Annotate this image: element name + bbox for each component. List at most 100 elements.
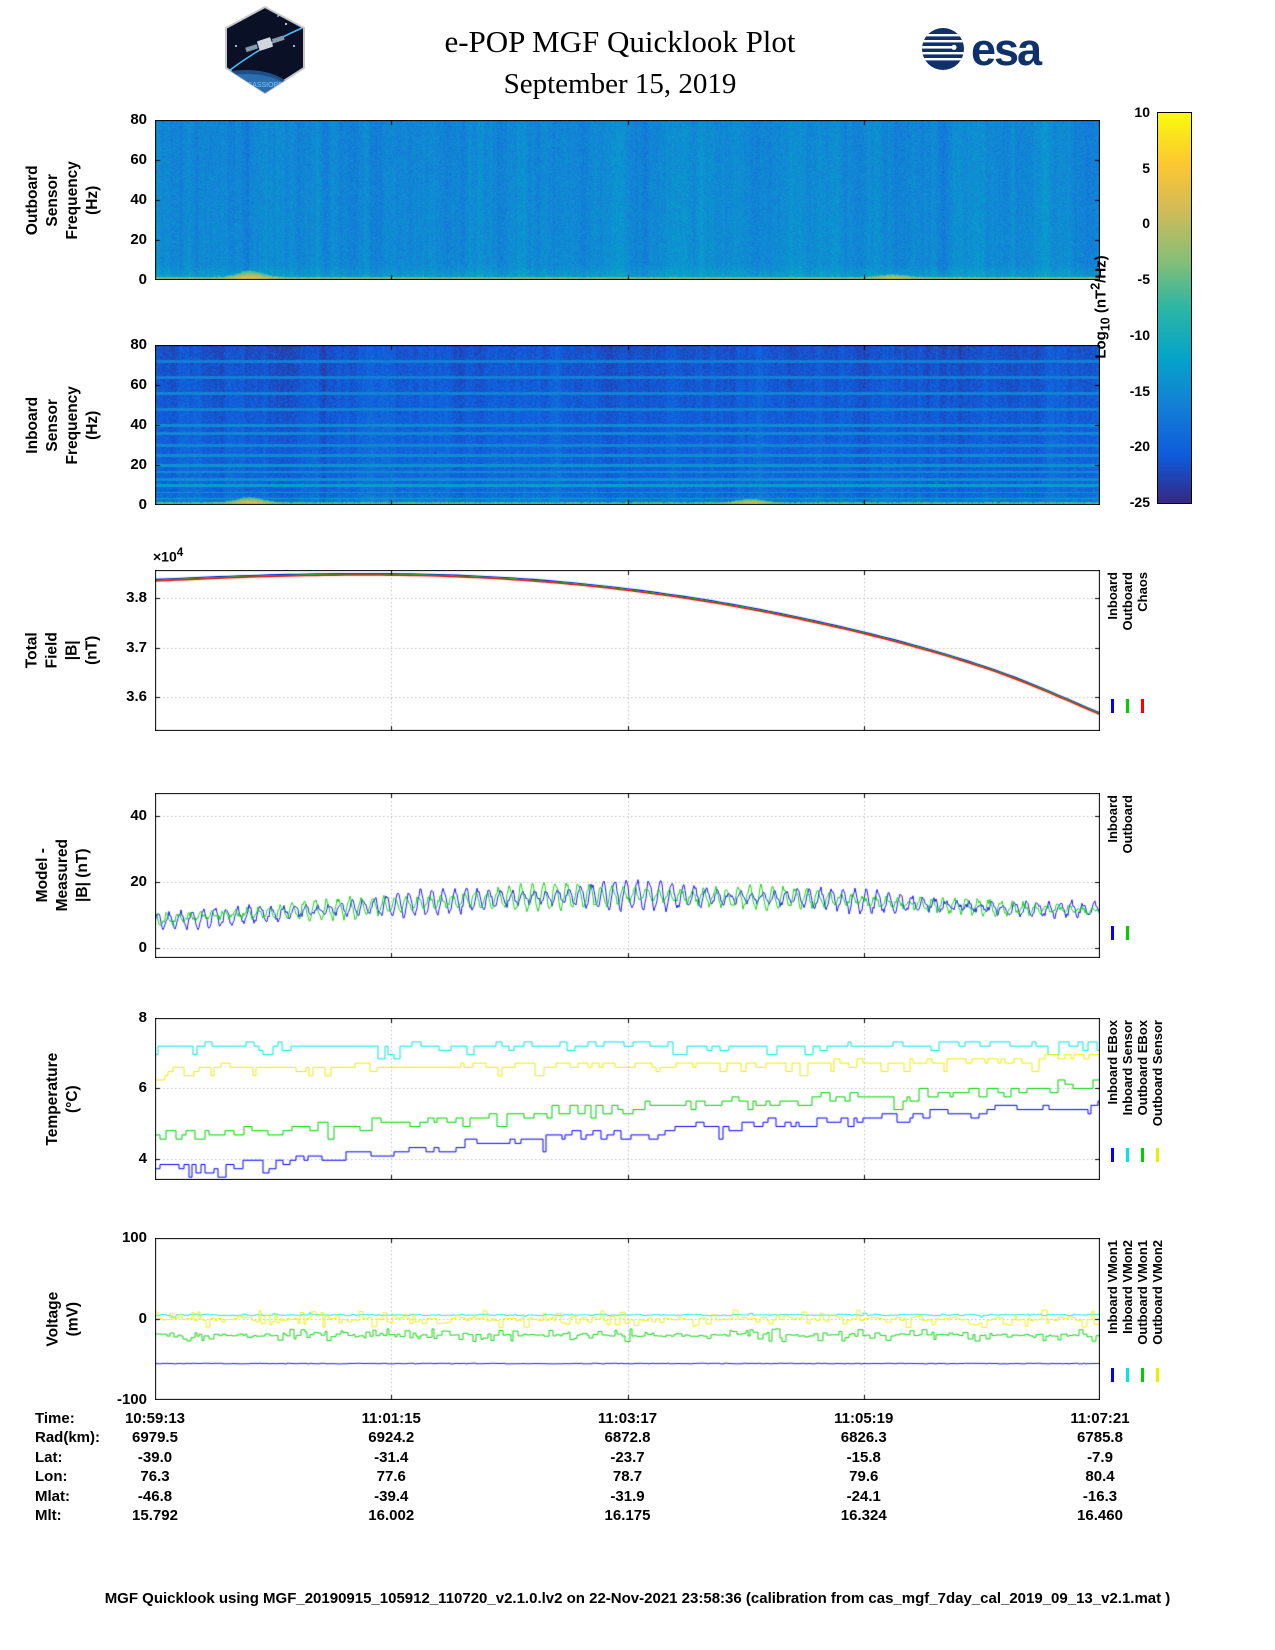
model-minus-measured-ylabel: Model - Measured |B| (nT) (34, 793, 91, 958)
y-tick-label: 0 (138, 496, 147, 513)
info-value: 6826.3 (840, 1429, 887, 1447)
legend-color-dash-chaos (1141, 699, 1144, 713)
legend-color-dash-outboard (1126, 699, 1129, 713)
legend-color-dash-inboard-vmon1 (1111, 1368, 1114, 1382)
legend-label-inboard-ebox: Inboard EBox (1105, 1020, 1120, 1105)
info-value: -39.0 (137, 1448, 173, 1466)
info-value: -15.8 (846, 1448, 881, 1466)
temperature-panel: Temperature (°C) 4 6 8 Inboard EBox Inboard S… (44, 1009, 1165, 1180)
info-row-label-mlt-: Mlt: (35, 1507, 62, 1524)
y-tick-label: 40 (130, 191, 147, 208)
legend-item-inboard-sensor: Inboard Sensor (1120, 1018, 1136, 1180)
info-row-label-lon-: Lon: (35, 1468, 68, 1486)
y-axis-multiplier: ×104 (153, 546, 184, 565)
info-value: 15.792 (132, 1507, 178, 1524)
info-value: 77.6 (376, 1468, 406, 1486)
info-row-label-time-: Time: (35, 1410, 75, 1427)
y-axis-label: Inboard Sensor Frequency (Hz) (23, 385, 102, 465)
y-tick-label: 80 (130, 111, 147, 128)
colorbar-tick-label: 10 (1134, 104, 1150, 120)
legend-item-inboard: Inboard (1105, 570, 1121, 731)
temperature-ylabel: Temperature (°C) (37, 1018, 89, 1180)
y-tick-label: 3.7 (126, 638, 147, 656)
y-axis-label: Model - Measured |B| (nT) (33, 839, 92, 912)
esa-emblem-icon (922, 28, 964, 70)
info-value: -7.9 (1087, 1448, 1113, 1466)
legend-item-outboard: Outboard (1120, 793, 1136, 958)
y-axis-label: Total Field |B| (nT) (23, 632, 102, 669)
legend-item-outboard-vmon2: Outboard VMon2 (1150, 1238, 1166, 1400)
footer-caption: MGF Quicklook using MGF_20190915_105912_… (104, 1590, 1171, 1607)
legend-color-dash-inboard (1111, 699, 1114, 713)
inboard-spectrogram-ylabel: Inboard Sensor Frequency (Hz) (24, 345, 101, 505)
colorbar-gradient (1157, 112, 1192, 504)
inboard-spectrogram-panel: Inboard Sensor Frequency (Hz) 0 20 40 60 80 (24, 336, 1100, 513)
y-tick-label: 8 (138, 1009, 147, 1026)
y-tick-label: 60 (130, 151, 147, 168)
info-value: -24.1 (846, 1487, 881, 1505)
legend-color-dash-outboard-vmon1 (1141, 1368, 1144, 1382)
y-tick-label: 20 (130, 456, 147, 473)
legend-item-chaos: Chaos (1135, 570, 1151, 731)
info-value: 16.002 (368, 1507, 415, 1524)
legend-item-inboard-vmon2: Inboard VMon2 (1120, 1238, 1136, 1400)
legend-color-dash-inboard-ebox (1111, 1148, 1114, 1162)
info-value: 16.324 (840, 1507, 887, 1524)
info-value: 11:05:19 (834, 1410, 894, 1427)
legend-color-dash-outboard (1126, 926, 1129, 940)
legend-label-inboard-vmon1: Inboard VMon1 (1105, 1240, 1120, 1334)
legend-color-dash-outboard-vmon2 (1156, 1368, 1159, 1382)
info-row-label-mlat-: Mlat: (35, 1487, 70, 1505)
info-value: -46.8 (137, 1487, 173, 1505)
y-tick-label: 0 (138, 271, 147, 288)
legend-label-outboard: Outboard (1120, 572, 1135, 631)
y-tick-label: 3.8 (126, 589, 147, 607)
info-value: 11:03:17 (597, 1410, 658, 1427)
legend-label-outboard: Outboard (1120, 795, 1135, 854)
info-value: 78.7 (612, 1468, 643, 1486)
y-tick-label: 0 (138, 1310, 147, 1327)
legend-color-dash-inboard-sensor (1126, 1148, 1129, 1162)
y-tick-label: 100 (121, 1229, 147, 1246)
legend-label-inboard-sensor: Inboard Sensor (1120, 1020, 1135, 1116)
legend-label-chaos: Chaos (1135, 572, 1150, 612)
legend-label-outboard-ebox: Outboard EBox (1135, 1020, 1150, 1116)
voltage-panel: Voltage (mV) -100 0 100 Inboard VMon1 Inboard… (44, 1229, 1165, 1408)
legend-color-dash-inboard (1111, 926, 1114, 940)
info-value: -23.7 (610, 1448, 645, 1466)
legend-item-outboard-ebox: Outboard EBox (1135, 1018, 1151, 1180)
outboard-spectrogram-panel: Outboard Sensor Frequency (Hz) 0 20 40 60 80 (24, 111, 1100, 288)
y-axis-label: Voltage (mV) (43, 1291, 81, 1347)
info-value: 10:59:13 (124, 1410, 186, 1427)
temperature-canvas (155, 1018, 1100, 1180)
y-tick-label: 20 (130, 231, 147, 248)
info-value: 16.460 (1077, 1507, 1123, 1524)
page-date: September 15, 2019 (503, 68, 737, 100)
outboard-spectrogram-ylabel: Outboard Sensor Frequency (Hz) (24, 120, 101, 280)
y-tick-label: 20 (130, 873, 147, 891)
info-value: -39.4 (374, 1487, 409, 1505)
total-field-panel: Total Field |B| (nT) 3.6 3.7 3.8 ×104 Inboard… (24, 546, 1150, 731)
legend-label-outboard-vmon2: Outboard VMon2 (1150, 1240, 1165, 1345)
info-value: 16.175 (604, 1507, 651, 1524)
temperature-legend: Inboard EBox Inboard Sensor Outboard EBox O… (1105, 1018, 1166, 1180)
model-minus-measured-legend: Inboard Outboard (1105, 793, 1136, 958)
info-value: 6979.5 (132, 1429, 178, 1447)
colorbar-tick-label: -10 (1129, 326, 1150, 343)
cassiope-patch-icon: CASSIOPE (225, 5, 305, 95)
colorbar-tick-label: 0 (1142, 215, 1150, 232)
info-value: 76.3 (140, 1468, 170, 1486)
voltage-ylabel: Voltage (mV) (37, 1238, 89, 1400)
y-tick-label: 6 (138, 1079, 147, 1097)
y-tick-label: 3.6 (126, 687, 147, 705)
model-minus-measured-canvas (155, 793, 1100, 958)
info-value: -31.4 (374, 1448, 409, 1466)
info-value: -31.9 (610, 1487, 645, 1505)
legend-color-dash-outboard-sensor (1156, 1148, 1159, 1162)
legend-item-inboard-ebox: Inboard EBox (1105, 1018, 1121, 1180)
info-value: 6872.8 (604, 1429, 651, 1447)
cassiope-mission-logo: CASSIOPE (220, 5, 310, 99)
y-tick-label: -100 (116, 1391, 147, 1408)
info-value: 6924.2 (368, 1429, 415, 1447)
